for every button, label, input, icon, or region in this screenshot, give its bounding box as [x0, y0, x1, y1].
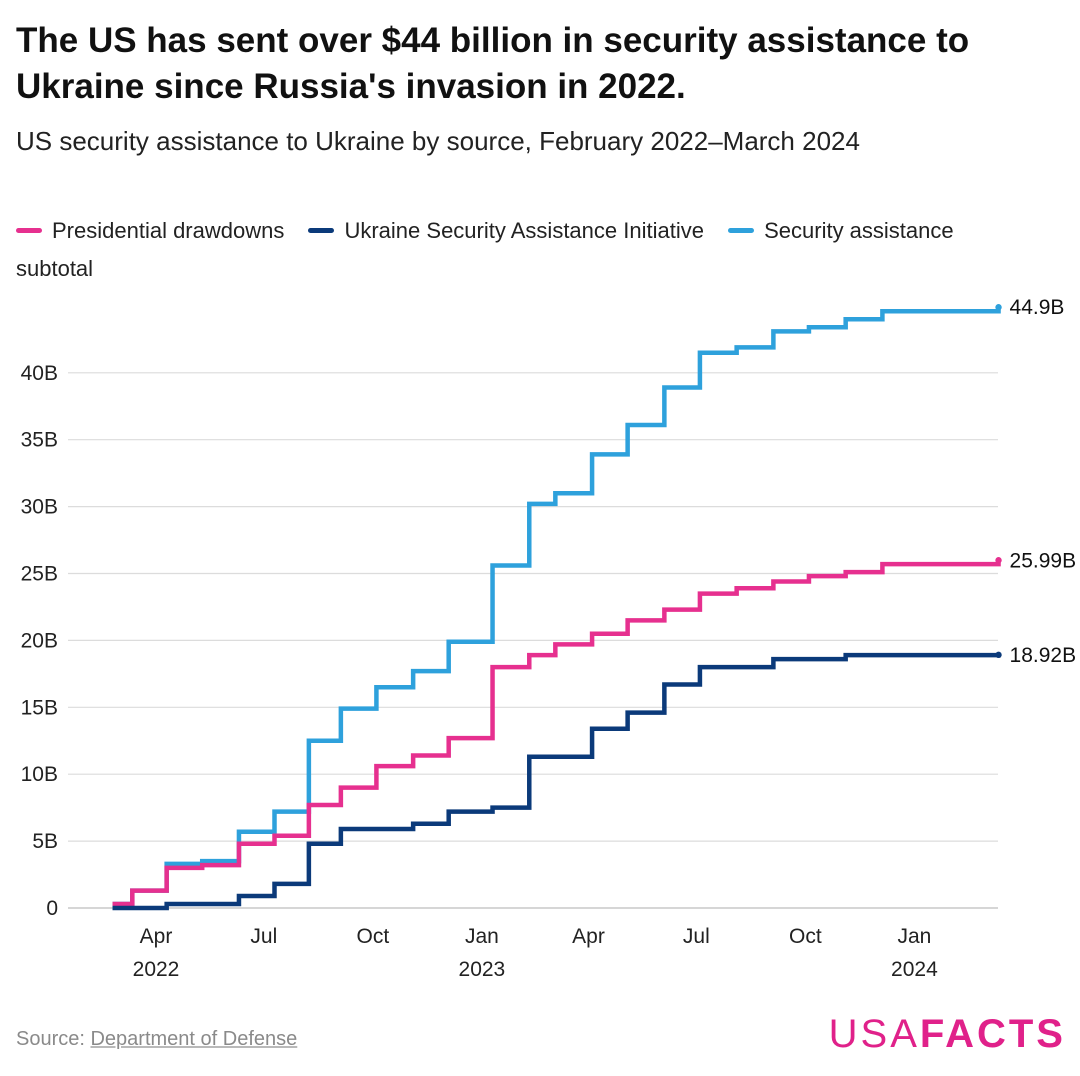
legend-swatch-usai — [308, 227, 335, 233]
x-tick-year-label: 2023 — [459, 958, 506, 981]
series-line-security-assistance-subtotal — [112, 307, 1001, 907]
series-end-point-security-assistance-subtotal — [995, 304, 1002, 311]
legend-label-security-assistance: Security assistance — [764, 218, 954, 243]
logo-usa-text: USA — [828, 1012, 920, 1056]
x-tick-label: Jul — [683, 925, 710, 948]
series-line-usai — [112, 652, 1001, 911]
y-tick-label: 10B — [21, 763, 58, 786]
y-tick-label: 5B — [32, 830, 58, 853]
series-end-point-usai — [995, 651, 1002, 659]
logo-facts-text: FACTS — [919, 1012, 1066, 1056]
legend: Presidential drawdowns Ukraine Security … — [16, 212, 1066, 288]
x-tick-label: Apr — [572, 925, 605, 948]
series-line-presidential-drawdowns — [112, 560, 1001, 907]
x-tick-label: Oct — [789, 925, 822, 948]
source-note: Source: Department of Defense — [16, 1028, 297, 1051]
legend-swatch-presidential-drawdowns — [16, 227, 42, 233]
legend-label-subtotal: subtotal — [16, 256, 94, 281]
y-tick-label: 0 — [46, 897, 58, 920]
legend-item-presidential-drawdowns: Presidential drawdowns — [16, 212, 284, 250]
chart-subtitle: US security assistance to Ukraine by sou… — [16, 126, 860, 156]
legend-label-usai: Ukraine Security Assistance Initiative — [344, 218, 704, 243]
series-end-label-presidential-drawdowns: 25.99B — [1010, 549, 1077, 572]
x-tick-year-label: 2022 — [133, 958, 180, 981]
series-end-label-usai: 18.92B — [1010, 644, 1077, 667]
chart-title: The US has sent over $44 billion in secu… — [16, 21, 970, 106]
source-link[interactable]: Department of Defense — [90, 1028, 298, 1050]
y-tick-label: 20B — [21, 629, 58, 652]
x-tick-year-label: 2024 — [891, 958, 938, 981]
x-tick-label: Apr — [140, 925, 173, 948]
legend-label-presidential-drawdowns: Presidential drawdowns — [52, 218, 285, 243]
x-tick-label: Jan — [897, 925, 931, 948]
y-tick-label: 40B — [21, 362, 58, 385]
x-tick-label: Jan — [465, 925, 499, 948]
y-tick-label: 30B — [21, 496, 58, 519]
series-end-point-presidential-drawdowns — [995, 557, 1002, 564]
y-tick-label: 25B — [21, 563, 58, 586]
legend-item-security-assistance-subtotal: Security assistance — [728, 212, 954, 250]
legend-swatch-security-assistance-subtotal — [728, 227, 755, 233]
y-tick-label: 15B — [21, 696, 58, 719]
y-tick-label: 35B — [21, 429, 58, 452]
x-tick-label: Jul — [250, 925, 277, 948]
series-end-label-security-assistance-subtotal: 44.9B — [1010, 296, 1065, 319]
x-tick-label: Oct — [357, 925, 390, 948]
usafacts-logo: USAFACTS — [829, 1012, 1066, 1057]
legend-item-usai: Ukraine Security Assistance Initiative — [308, 212, 704, 250]
source-prefix: Source: — [16, 1028, 91, 1050]
